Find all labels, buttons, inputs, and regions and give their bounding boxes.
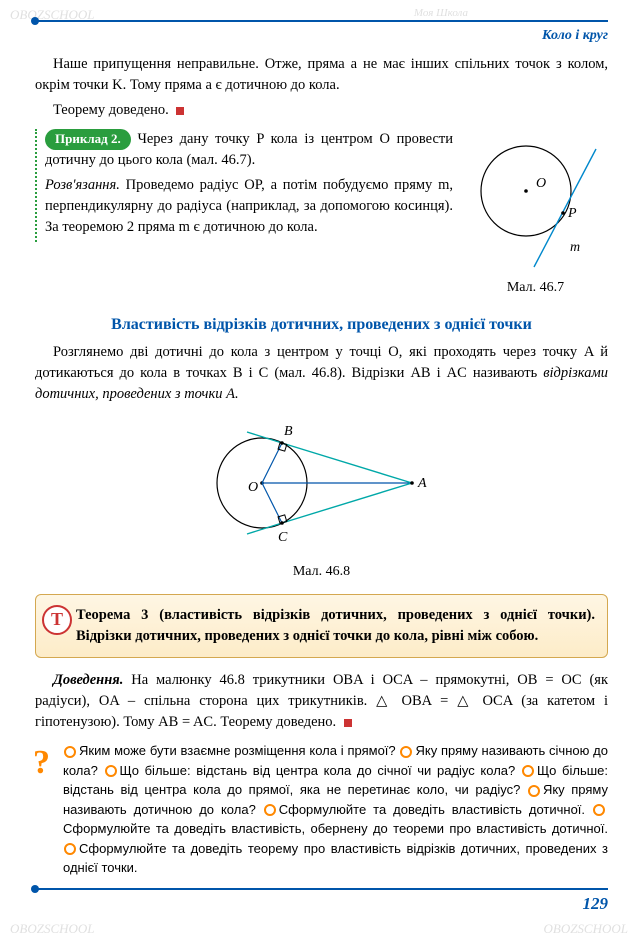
figure-46-8-caption: Мал. 46.8 <box>35 562 608 582</box>
page-container: OBOZSCHOOL Моя Школа Коло і круг Наше пр… <box>0 0 638 945</box>
q1: Яким може бути взаємне розміщення кола і… <box>79 743 396 758</box>
section-p1-a: Розглянемо дві дотичні до кола з центром… <box>35 344 608 381</box>
fig467-label-O: O <box>536 176 546 191</box>
watermark: OBOZSCHOOL <box>10 920 95 939</box>
example-2-solution: Розв'язання. Проведемо радіус OP, а поті… <box>45 175 453 238</box>
proof-label: Доведення. <box>53 672 123 688</box>
bullet-icon <box>264 804 276 816</box>
proof-paragraph: Доведення. На малюнку 46.8 трикутники OB… <box>35 670 608 733</box>
example-badge: Приклад 2. <box>45 129 131 150</box>
q8: Сформулюйте та доведіть теорему про влас… <box>63 841 608 876</box>
figure-46-7-caption: Мал. 46.7 <box>463 278 608 298</box>
fig468-C: C <box>278 530 288 545</box>
watermark: OBOZSCHOOL <box>10 6 95 25</box>
q3: Що більше: відстань від центра кола до с… <box>120 763 516 778</box>
qed-square-icon <box>176 107 184 115</box>
intro-paragraph-2: Теорему доведено. <box>35 100 608 121</box>
bullet-icon <box>64 843 76 855</box>
bullet-icon <box>528 785 540 797</box>
footer-rule <box>35 888 608 890</box>
example-2-task: Приклад 2. Через дану точку P кола із це… <box>45 129 453 171</box>
bullet-icon <box>522 765 534 777</box>
page-number: 129 <box>35 892 608 917</box>
figure-46-7-svg: O P m <box>466 129 606 269</box>
bullet-icon <box>64 746 76 758</box>
fig468-O: O <box>248 480 258 495</box>
proof-end-text: Теорему доведено. <box>53 102 169 118</box>
figure-46-7: O P m Мал. 46.7 <box>463 129 608 298</box>
header-rule <box>35 20 608 22</box>
example-2-text: Приклад 2. Через дану точку P кола із це… <box>35 129 453 242</box>
theorem-text: Теорема 3 (властивість відрізків дотични… <box>76 607 595 644</box>
fig468-B: B <box>284 424 293 439</box>
solution-label: Розв'язання. <box>45 177 120 193</box>
watermark: OBOZSCHOOL <box>543 920 628 939</box>
bullet-icon <box>105 765 117 777</box>
theorem-3-box: Т Теорема 3 (властивість відрізків дотич… <box>35 594 608 658</box>
bullet-icon <box>400 746 412 758</box>
section-heading: Властивість відрізків дотичних, проведен… <box>35 313 608 336</box>
q7: Сформулюйте та доведіть властивість, обе… <box>63 821 608 836</box>
bullet-icon <box>593 804 605 816</box>
fig467-label-m: m <box>570 240 580 255</box>
example-2-block: Приклад 2. Через дану точку P кола із це… <box>35 129 608 298</box>
theorem-icon: Т <box>42 605 72 635</box>
figure-46-8-svg: O B C A <box>192 413 452 553</box>
q6: Сформулюйте та доведіть властивість доти… <box>279 802 585 817</box>
fig468-A: A <box>417 476 427 491</box>
section-paragraph: Розглянемо дві дотичні до кола з центром… <box>35 342 608 405</box>
qed-square-icon <box>344 719 352 727</box>
fig467-label-P: P <box>567 206 577 221</box>
chapter-title: Коло і круг <box>35 26 608 46</box>
question-mark-icon: ? <box>33 737 50 788</box>
questions-block: ? Яким може бути взаємне розміщення кола… <box>35 741 608 878</box>
intro-paragraph-1: Наше припущення неправильне. Отже, пряма… <box>35 54 608 96</box>
figure-46-8: O B C A Мал. 46.8 <box>35 413 608 582</box>
